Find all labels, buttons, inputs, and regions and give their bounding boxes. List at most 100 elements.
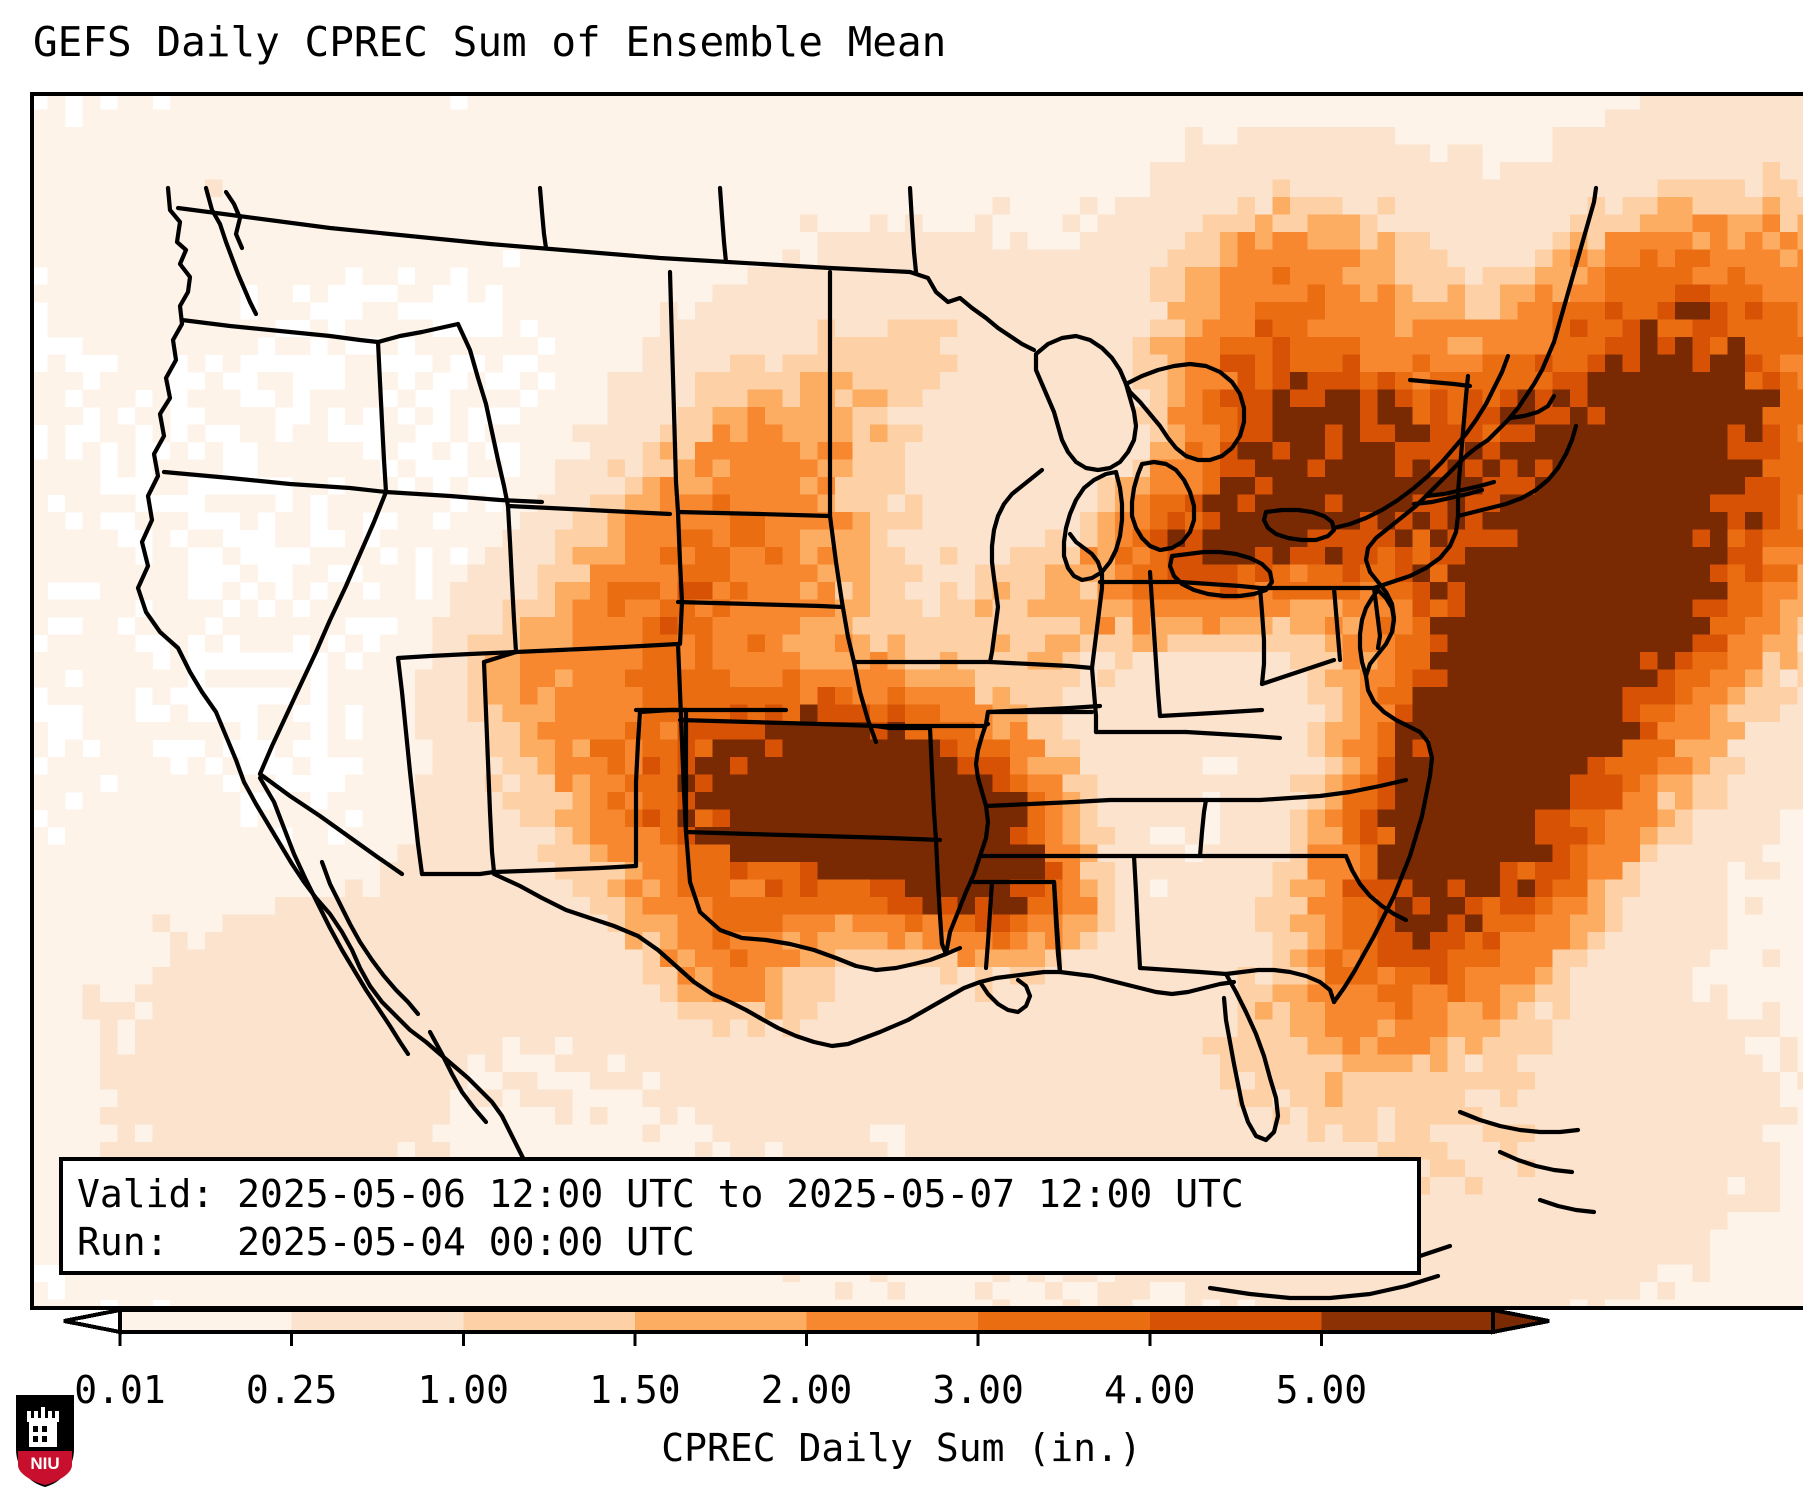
precip-cell [1097, 92, 1116, 110]
precip-cell [30, 827, 48, 845]
precip-cell [1692, 477, 1711, 495]
precip-cell [730, 739, 748, 758]
precip-cell [1045, 862, 1063, 880]
precip-cell [1290, 564, 1308, 583]
precip-cell [1570, 547, 1588, 565]
precip-cell [695, 634, 713, 653]
precip-cell [555, 967, 573, 985]
precip-cell [835, 687, 853, 705]
precip-cell [1587, 897, 1606, 915]
precip-cell [747, 389, 766, 408]
precip-cell [642, 337, 661, 355]
precip-cell [607, 827, 626, 845]
precip-cell [1447, 547, 1466, 565]
precip-cell [1500, 792, 1518, 810]
precip-cell [1692, 407, 1711, 425]
precip-cell [1552, 162, 1571, 180]
precip-cell [502, 214, 521, 233]
precip-cell [1307, 844, 1326, 863]
precip-cell [537, 914, 556, 933]
precip-cell [1010, 932, 1028, 950]
precip-cell [1745, 862, 1763, 880]
precip-cell [1237, 477, 1256, 495]
precip-cell [905, 494, 923, 513]
precip-cell [1657, 932, 1676, 950]
precip-cell [1220, 109, 1238, 128]
precip-cell [817, 459, 836, 478]
precip-cell [222, 284, 241, 303]
precip-cell [957, 862, 976, 880]
precip-cell [1290, 407, 1308, 425]
precip-cell [100, 827, 118, 845]
precip-cell [800, 547, 818, 565]
precip-cell [1622, 127, 1641, 145]
precip-cell [887, 494, 906, 513]
precip-cell [625, 564, 643, 583]
precip-cell [1045, 319, 1063, 338]
precip-cell [1482, 512, 1501, 530]
precip-cell [852, 459, 871, 478]
precip-cell [835, 109, 853, 128]
precip-cell [1027, 547, 1046, 565]
precip-cell [240, 984, 258, 1003]
precip-cell [1780, 284, 1798, 303]
precip-cell [1500, 827, 1518, 845]
precip-cell [1535, 792, 1553, 810]
precip-cell [607, 407, 626, 425]
precip-cell [730, 757, 748, 775]
precip-cell [1675, 232, 1693, 250]
precip-cell [1115, 232, 1133, 250]
precip-cell [1097, 267, 1116, 285]
precip-cell [1622, 897, 1641, 915]
precip-cell [82, 302, 101, 320]
precip-cell [1430, 407, 1448, 425]
precip-cell [1710, 809, 1728, 828]
precip-cell [1220, 162, 1238, 180]
precip-cell [1290, 949, 1308, 968]
precip-cell [100, 494, 118, 513]
precip-cell [450, 197, 468, 215]
precip-cell [170, 127, 188, 145]
precip-cell [432, 354, 451, 373]
precip-cell [1395, 512, 1413, 530]
precip-cell [1622, 914, 1641, 933]
precip-cell [975, 687, 993, 705]
precip-cell [747, 687, 766, 705]
precip-cell [695, 232, 713, 250]
precip-cell [65, 547, 83, 565]
precip-cell [117, 179, 136, 198]
precip-cell [887, 354, 906, 373]
precip-cell [1080, 127, 1098, 145]
precip-cell [82, 564, 101, 583]
precip-cell [905, 634, 923, 653]
precip-cell [1010, 862, 1028, 880]
precip-cell [765, 179, 783, 198]
precip-cell [1780, 582, 1798, 600]
precip-cell [555, 179, 573, 198]
precip-cell [1675, 284, 1693, 303]
precip-cell [852, 284, 871, 303]
precip-cell [1605, 284, 1623, 303]
precip-cell [922, 389, 941, 408]
precip-cell [1430, 92, 1448, 110]
precip-cell [765, 354, 783, 373]
precip-cell [1202, 757, 1221, 775]
precip-cell [782, 162, 801, 180]
precip-cell [992, 634, 1011, 653]
precip-cell [1657, 914, 1676, 933]
precip-cell [957, 459, 976, 478]
precip-cell [170, 547, 188, 565]
precip-cell [415, 792, 433, 810]
precip-cell [747, 547, 766, 565]
precip-cell [257, 442, 276, 460]
precip-cell [1552, 897, 1571, 915]
precip-cell [47, 757, 66, 775]
precip-cell [1605, 984, 1623, 1003]
precip-cell [257, 967, 276, 985]
precip-cell [695, 879, 713, 898]
precip-cell [747, 302, 766, 320]
precip-cell [537, 634, 556, 653]
precip-cell [1045, 809, 1063, 828]
precip-cell [257, 634, 276, 653]
precip-cell [940, 967, 958, 985]
